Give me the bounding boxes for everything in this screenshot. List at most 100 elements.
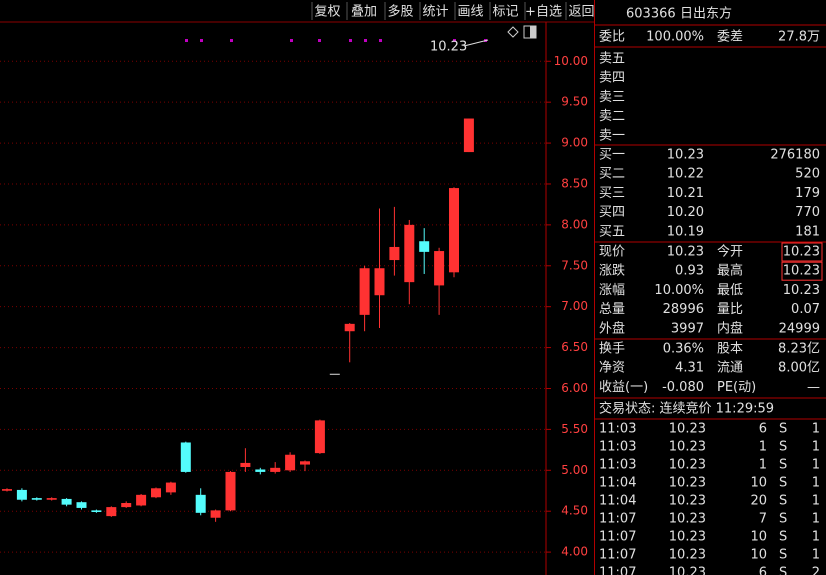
y-tick-label: 9.50 <box>561 95 588 109</box>
trade-status: 交易状态: 连续竞价 11:29:59 <box>599 401 774 417</box>
value: 24999 <box>779 321 820 336</box>
trade-side: S <box>779 548 787 563</box>
label: 收益(一) <box>599 380 648 395</box>
trade-side: S <box>779 566 787 575</box>
label: 内盘 <box>717 320 743 336</box>
trade-count: 1 <box>812 476 820 491</box>
trade-price: 10.23 <box>669 530 706 545</box>
label: 流通 <box>717 361 743 376</box>
trade-price: 10.23 <box>669 548 706 563</box>
candle-body <box>180 442 191 472</box>
value: 0.93 <box>675 264 704 279</box>
label: 最低 <box>717 283 743 298</box>
candle-body <box>300 461 310 465</box>
trade-side: S <box>779 422 787 437</box>
value: 100.00% <box>646 30 704 45</box>
label: 涨跌 <box>599 263 625 279</box>
trade-volume: 1 <box>759 440 767 455</box>
buy-volume: 179 <box>795 186 820 201</box>
trade-time: 11:07 <box>599 548 636 563</box>
candle-body <box>61 498 72 505</box>
candle-body <box>195 494 206 513</box>
buy-price: 10.21 <box>667 186 704 201</box>
toolbar-button[interactable]: 画线 <box>457 5 483 20</box>
y-tick-label: 7.50 <box>561 258 588 272</box>
toolbar-button[interactable]: 复权 <box>314 4 340 20</box>
value-box <box>781 242 823 262</box>
marker <box>453 39 456 42</box>
toolbar-button[interactable]: 叠加 <box>351 5 377 20</box>
candle-body <box>31 498 42 500</box>
buy-label: 买三 <box>599 186 625 201</box>
candle-body <box>225 471 236 511</box>
value: 0.07 <box>791 302 820 317</box>
candle-body <box>270 467 281 472</box>
buy-label: 买二 <box>599 167 625 182</box>
candle-body <box>314 420 325 454</box>
label: 委差 <box>717 30 743 45</box>
y-tick-label: 4.00 <box>561 545 588 559</box>
buy-volume: 181 <box>795 224 820 239</box>
value: 8.23亿 <box>778 342 820 357</box>
trade-volume: 7 <box>759 512 767 527</box>
label: 总量 <box>599 302 625 317</box>
trade-count: 1 <box>812 440 820 455</box>
toolbar-button[interactable]: 标记 <box>492 5 518 20</box>
buy-volume: 520 <box>795 167 820 182</box>
trade-price: 10.23 <box>669 422 706 437</box>
trade-count: 2 <box>812 566 820 575</box>
stock-name: 日出东方 <box>680 6 732 22</box>
trade-price: 10.23 <box>669 440 706 455</box>
sell-label: 卖二 <box>599 109 625 124</box>
sell-label: 卖四 <box>599 71 625 86</box>
icon-diamond[interactable] <box>507 26 519 38</box>
marker <box>364 39 367 42</box>
candle-body <box>136 494 147 506</box>
buy-label: 买五 <box>599 224 625 239</box>
trade-side: S <box>779 476 787 491</box>
candle-body <box>463 118 474 153</box>
value: 3997 <box>671 321 704 336</box>
buy-price: 10.23 <box>667 148 704 163</box>
trade-price: 10.23 <box>669 566 706 575</box>
marker <box>318 39 321 42</box>
toolbar-button[interactable]: +自选 <box>525 5 562 20</box>
value: 10.23 <box>667 245 704 260</box>
trade-side: S <box>779 440 787 455</box>
candle-body <box>434 251 445 286</box>
value: 4.31 <box>675 361 704 376</box>
toolbar-button[interactable]: 多股 <box>387 4 413 20</box>
trade-time: 11:04 <box>599 494 636 509</box>
trade-count: 1 <box>812 530 820 545</box>
toolbar-button[interactable]: 统计 <box>422 5 448 20</box>
stock-code: 603366 <box>626 7 676 22</box>
candle-body <box>151 488 161 498</box>
candle-body <box>449 188 459 273</box>
trade-time: 11:03 <box>599 458 636 473</box>
candle-body <box>210 510 221 518</box>
value: 8.00亿 <box>778 361 820 376</box>
label: 现价 <box>599 245 625 260</box>
y-tick-label: 5.00 <box>561 463 588 477</box>
marker <box>379 39 382 42</box>
label: 涨幅 <box>599 283 625 298</box>
label: 量比 <box>717 302 743 317</box>
buy-label: 买一 <box>599 148 625 163</box>
label: 换手 <box>599 342 625 357</box>
y-tick-label: 9.00 <box>561 136 588 150</box>
candle-body <box>419 241 430 252</box>
y-tick-label: 10.00 <box>554 54 588 68</box>
candle-body <box>165 482 176 493</box>
trade-side: S <box>779 458 787 473</box>
toolbar-button[interactable]: 返回 <box>568 5 594 20</box>
label: 净资 <box>599 361 625 376</box>
candle-body <box>16 489 27 500</box>
candle-body <box>329 373 340 375</box>
trade-count: 1 <box>812 494 820 509</box>
trade-time: 11:03 <box>599 440 636 455</box>
value: 10.23 <box>783 245 820 260</box>
candle-body <box>344 323 355 332</box>
value-box <box>781 261 823 281</box>
candle-body <box>46 498 57 500</box>
